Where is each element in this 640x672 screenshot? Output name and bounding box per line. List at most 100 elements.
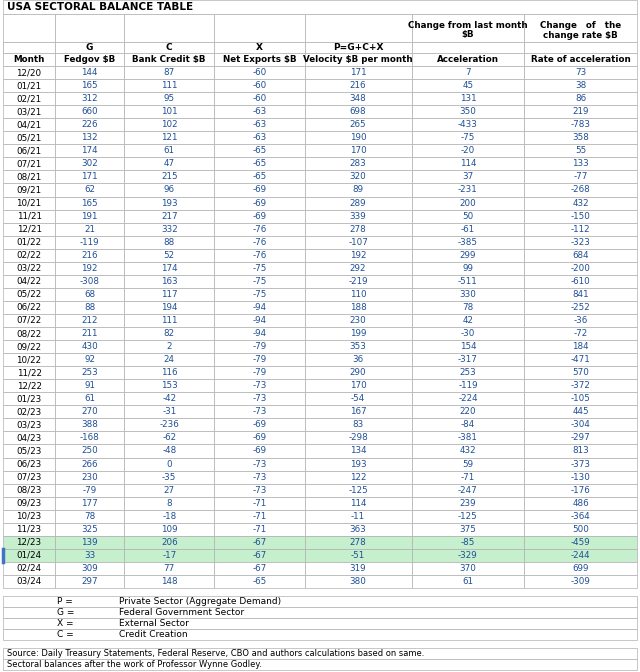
Bar — [412, 222, 524, 236]
Text: 330: 330 — [460, 290, 476, 299]
Text: 03/24: 03/24 — [17, 577, 42, 586]
Bar — [305, 301, 412, 314]
Bar — [305, 458, 412, 470]
Text: -31: -31 — [162, 407, 177, 417]
Bar — [55, 66, 124, 79]
Text: -79: -79 — [83, 486, 97, 495]
Bar — [3, 157, 55, 171]
Bar — [3, 288, 55, 301]
Bar — [412, 484, 524, 497]
Text: 12/22: 12/22 — [17, 381, 42, 390]
Text: 01/23: 01/23 — [17, 394, 42, 403]
Text: 68: 68 — [84, 290, 95, 299]
Text: -76: -76 — [252, 251, 266, 259]
Text: 11/22: 11/22 — [17, 368, 42, 377]
Text: 388: 388 — [81, 421, 98, 429]
Text: 111: 111 — [161, 316, 177, 325]
Text: 03/22: 03/22 — [17, 264, 42, 273]
Text: 117: 117 — [161, 290, 177, 299]
Bar — [3, 92, 55, 105]
Text: 660: 660 — [81, 107, 98, 116]
Text: -11: -11 — [351, 511, 365, 521]
Text: 121: 121 — [161, 133, 177, 142]
Bar — [412, 523, 524, 536]
Text: 216: 216 — [81, 251, 98, 259]
Bar — [3, 340, 55, 353]
Text: 332: 332 — [161, 224, 178, 234]
Bar — [524, 431, 637, 444]
Bar — [124, 327, 214, 340]
Text: -76: -76 — [252, 238, 266, 247]
Bar — [55, 470, 124, 484]
Text: 47: 47 — [164, 159, 175, 169]
Text: 299: 299 — [460, 251, 476, 259]
Text: 03/23: 03/23 — [17, 421, 42, 429]
Bar — [124, 353, 214, 366]
Bar — [3, 431, 55, 444]
Text: 216: 216 — [350, 81, 366, 90]
Text: 841: 841 — [572, 290, 589, 299]
Bar — [3, 549, 55, 562]
Text: 171: 171 — [81, 173, 98, 181]
Text: 684: 684 — [572, 251, 589, 259]
Text: 270: 270 — [81, 407, 98, 417]
Text: -105: -105 — [571, 394, 591, 403]
Text: 348: 348 — [349, 94, 367, 103]
Bar — [524, 222, 637, 236]
Text: 132: 132 — [81, 133, 98, 142]
Bar — [305, 379, 412, 392]
Bar — [3, 419, 55, 431]
Text: -65: -65 — [252, 159, 266, 169]
Text: 177: 177 — [81, 499, 98, 507]
Text: -94: -94 — [252, 329, 266, 338]
Bar — [3, 618, 637, 629]
Text: 50: 50 — [462, 212, 474, 220]
Text: change rate $B: change rate $B — [543, 30, 618, 40]
Bar — [524, 549, 637, 562]
Text: 52: 52 — [164, 251, 175, 259]
Bar — [412, 497, 524, 509]
Text: -48: -48 — [162, 446, 177, 456]
Text: 199: 199 — [350, 329, 366, 338]
Bar — [305, 340, 412, 353]
Text: -76: -76 — [252, 224, 266, 234]
Text: 05/21: 05/21 — [17, 133, 42, 142]
Bar — [214, 379, 305, 392]
Bar — [3, 42, 55, 53]
Text: 114: 114 — [460, 159, 476, 169]
Text: 163: 163 — [161, 277, 177, 286]
Text: 283: 283 — [349, 159, 367, 169]
Text: 111: 111 — [161, 81, 177, 90]
Text: P =: P = — [57, 597, 73, 606]
Bar — [3, 327, 55, 340]
Text: -75: -75 — [252, 277, 267, 286]
Bar — [55, 523, 124, 536]
Text: C =: C = — [57, 630, 74, 639]
Text: 01/22: 01/22 — [17, 238, 42, 247]
Bar — [55, 366, 124, 379]
Bar — [412, 536, 524, 549]
Bar — [214, 92, 305, 105]
Text: Rate of acceleration: Rate of acceleration — [531, 55, 630, 64]
Text: -63: -63 — [252, 107, 266, 116]
Bar — [305, 144, 412, 157]
Bar — [124, 79, 214, 92]
Text: 184: 184 — [572, 342, 589, 351]
Text: -112: -112 — [571, 224, 591, 234]
Text: -231: -231 — [458, 185, 478, 194]
Bar — [524, 509, 637, 523]
Bar — [214, 392, 305, 405]
Text: 05/22: 05/22 — [17, 290, 42, 299]
Bar — [524, 340, 637, 353]
Bar — [124, 444, 214, 458]
Text: 170: 170 — [349, 381, 367, 390]
Text: -268: -268 — [571, 185, 591, 194]
Text: 06/21: 06/21 — [17, 146, 42, 155]
Text: -71: -71 — [252, 525, 266, 534]
Bar — [412, 327, 524, 340]
Text: 122: 122 — [350, 472, 366, 482]
Text: -69: -69 — [252, 433, 266, 442]
Bar — [124, 222, 214, 236]
Text: -63: -63 — [252, 120, 266, 129]
Bar — [3, 210, 55, 222]
